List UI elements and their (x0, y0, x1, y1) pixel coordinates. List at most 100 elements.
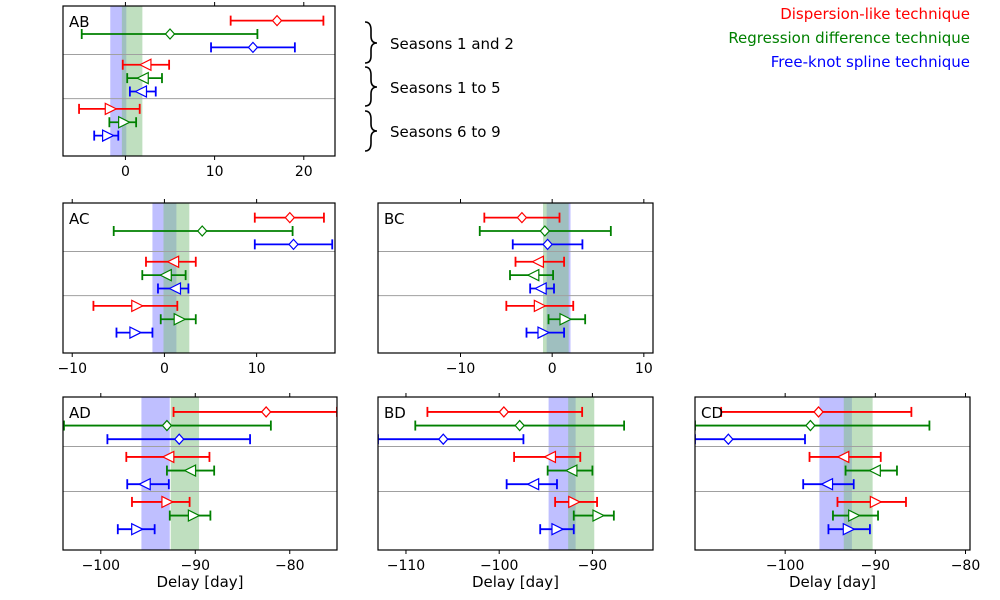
marker-triangle-left (836, 450, 850, 464)
plot-area (63, 397, 337, 550)
data-point (159, 312, 197, 326)
data-point (414, 419, 626, 432)
marker-triangle-right (101, 129, 115, 143)
data-point (547, 312, 587, 326)
axes-frame (694, 396, 971, 551)
marker-triangle-left (820, 477, 834, 491)
marker-triangle-left (867, 464, 881, 478)
panel-label: AB (69, 13, 90, 31)
axes-frame (62, 396, 338, 551)
data-point (125, 450, 211, 464)
data-point (210, 41, 296, 54)
plot-area (378, 203, 653, 353)
panel-label: AD (69, 404, 91, 422)
x-tick-label: −100 (82, 558, 120, 574)
data-point (546, 464, 594, 478)
data-point (511, 238, 584, 251)
marker-diamond (437, 433, 449, 446)
data-point (116, 522, 156, 536)
marker-triangle-right (568, 495, 582, 509)
axes-frame (377, 202, 654, 354)
data-point (539, 522, 575, 536)
marker-triangle-right (129, 326, 143, 340)
marker-triangle-right (131, 522, 145, 536)
data-point (80, 28, 259, 40)
x-tick-label: −80 (951, 558, 981, 574)
data-point (802, 477, 855, 491)
data-point (253, 211, 325, 224)
x-tick-label: 0 (548, 361, 557, 377)
data-point (168, 509, 212, 523)
data-point (483, 211, 561, 224)
plot-area (378, 397, 653, 550)
x-tick-label: −10 (57, 361, 87, 377)
x-tick-label: 20 (295, 164, 313, 180)
data-point (115, 326, 154, 340)
season-label-2: Seasons 1 to 5 (390, 79, 501, 97)
legend-spline: Free-knot spline technique (771, 53, 970, 71)
x-tick-label: 10 (206, 164, 224, 180)
data-point (426, 406, 584, 418)
data-point (121, 58, 171, 72)
marker-triangle-right (131, 299, 145, 313)
data-point (554, 495, 598, 509)
season-brace-2 (364, 66, 378, 107)
data-point (513, 450, 582, 464)
data-point (128, 85, 157, 98)
data-point (106, 433, 251, 446)
data-point (478, 225, 612, 237)
data-point (78, 102, 141, 116)
legend-regression: Regression difference technique (728, 29, 970, 47)
marker-triangle-left (135, 71, 149, 85)
panel-label: BC (384, 210, 405, 228)
data-point (112, 225, 294, 237)
data-point (172, 406, 337, 418)
axes-frame (62, 202, 336, 354)
marker-diamond (164, 28, 176, 40)
marker-triangle-left (134, 85, 148, 98)
data-point (378, 433, 525, 446)
x-tick-label: −110 (387, 558, 425, 574)
season-label-3: Seasons 6 to 9 (390, 123, 501, 141)
panel-AC: −10 0 10 AC (57, 199, 336, 377)
data-point (836, 495, 907, 509)
marker-diamond (260, 406, 272, 418)
data-point (505, 477, 558, 491)
plot-area (63, 6, 335, 156)
data-point (720, 406, 913, 418)
marker-triangle-right (869, 495, 883, 509)
data-point (572, 509, 615, 523)
x-tick-label: 10 (635, 361, 653, 377)
marker-triangle-left (161, 450, 175, 464)
marker-diamond (196, 225, 208, 237)
marker-triangle-right (118, 115, 131, 129)
data-point (808, 450, 882, 464)
x-tick-label: −100 (766, 558, 804, 574)
marker-triangle-left (531, 255, 545, 269)
x-tick-label: 0 (121, 164, 130, 180)
marker-diamond (288, 238, 299, 251)
marker-triangle-right (533, 299, 547, 313)
axes-frame (377, 396, 654, 551)
marker-triangle-left (168, 282, 182, 295)
data-point (131, 495, 191, 509)
marker-triangle-right (104, 102, 118, 116)
data-point (695, 419, 931, 432)
x-tick-label: −90 (578, 558, 608, 574)
marker-triangle-left (138, 58, 152, 72)
marker-diamond (514, 419, 526, 432)
plot-area (63, 203, 335, 353)
legend-dispersion: Dispersion-like technique (780, 5, 970, 23)
panel-AB: 0 10 20 AB (62, 2, 336, 180)
data-point (529, 282, 555, 295)
panel-AD: −100 −90 −80 AD Delay [day] (62, 393, 338, 591)
band-blue (141, 397, 170, 550)
x-tick-label: 0 (160, 361, 169, 377)
marker-triangle-right (559, 312, 573, 326)
marker-triangle-right (848, 509, 862, 523)
band-green (843, 397, 873, 550)
axes-frame (62, 5, 336, 157)
band-green (121, 6, 143, 156)
data-point (166, 464, 216, 478)
